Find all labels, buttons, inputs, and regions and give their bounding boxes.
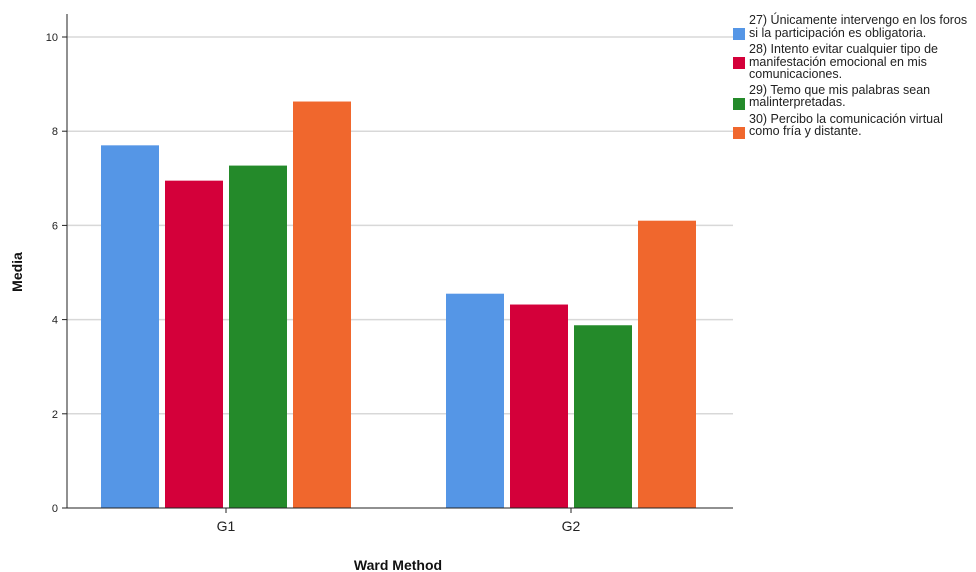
y-tick-label: 2: [52, 409, 58, 421]
bar-g2-series-3: [574, 325, 632, 508]
legend-label: 29) Temo que mis palabras sean malinterp…: [749, 82, 931, 109]
y-tick-label: 4: [52, 315, 58, 327]
legend-label: 27) Únicamente intervengo en los foros s…: [749, 13, 968, 40]
legend-item: 27) Únicamente intervengo en los foros s…: [733, 14, 973, 40]
x-ticks: G1 G2: [217, 508, 581, 534]
legend-item: 30) Percibo la comunicación virtual como…: [733, 111, 973, 139]
y-axis-title: Media: [9, 252, 25, 292]
bar-g2-series-2: [510, 304, 568, 508]
legend-item: 29) Temo que mis palabras sean malinterp…: [733, 82, 973, 110]
legend-item: 28) Intento evitar cualquier tipo de man…: [733, 43, 973, 81]
legend-swatch: [733, 57, 745, 69]
bar-g1-series-4: [293, 101, 351, 508]
y-ticks: 0 2 4 6 8 10: [46, 32, 67, 515]
x-tick-label: G1: [217, 518, 236, 534]
legend: 27) Únicamente intervengo en los foros s…: [733, 14, 973, 142]
bar-g1-series-1: [101, 145, 159, 508]
legend-swatch: [733, 126, 745, 139]
bar-g1-series-2: [165, 180, 223, 508]
y-tick-label: 10: [46, 32, 58, 44]
legend-swatch: [733, 28, 745, 40]
y-tick-label: 8: [52, 126, 58, 138]
bars: [101, 101, 696, 508]
bar-g1-series-3: [229, 165, 287, 508]
legend-label: 30) Percibo la comunicación virtual como…: [749, 111, 943, 138]
bar-g2-series-4: [638, 220, 696, 508]
y-tick-label: 6: [52, 220, 58, 232]
y-tick-label: 0: [52, 503, 58, 515]
legend-label: 28) Intento evitar cualquier tipo de man…: [749, 42, 939, 81]
x-tick-label: G2: [562, 518, 581, 534]
x-axis-title: Ward Method: [354, 557, 442, 572]
legend-swatch: [733, 97, 745, 110]
bar-g2-series-1: [446, 293, 504, 508]
